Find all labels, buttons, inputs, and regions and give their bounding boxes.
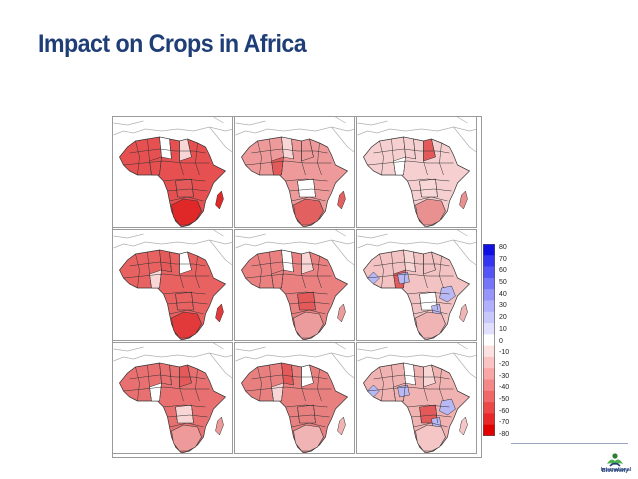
colorbar-tick-label: 50 (499, 279, 507, 287)
divider-line (511, 443, 628, 444)
colorbar-tick-label: -40 (499, 384, 510, 392)
bioversity-logo-icon: Bioversity (602, 453, 630, 474)
colorbar-segment (483, 266, 495, 279)
colorbar-segment (483, 289, 495, 301)
colorbar-tick-label: -70 (499, 419, 510, 427)
colorbar-tick-label: 0 (499, 337, 503, 345)
colorbar-segment (483, 413, 495, 426)
logo-subtitle: International (601, 467, 632, 473)
colorbar-tick-label: 40 (499, 290, 507, 298)
colorbar-tick-label: 30 (499, 302, 507, 310)
colorbar-tick-label: -80 (499, 431, 510, 438)
map-panel (112, 116, 233, 228)
colorbar-segment (483, 244, 495, 256)
colorbar (483, 244, 495, 436)
map-panel (356, 229, 477, 341)
colorbar-tick-label: -60 (499, 407, 510, 415)
map-panel (234, 229, 355, 341)
slide-title: Impact on Crops in Africa (38, 30, 307, 58)
colorbar-tick-label: 80 (499, 244, 507, 251)
colorbar-segment (483, 356, 495, 369)
colorbar-segment (483, 311, 495, 324)
colorbar-tick-label: -30 (499, 372, 510, 380)
map-panel (356, 116, 477, 228)
map-panel (234, 342, 355, 454)
colorbar-tick-label: 70 (499, 255, 507, 263)
colorbar-tick-label: 20 (499, 314, 507, 322)
colorbar-segment (483, 402, 495, 414)
colorbar-segment (483, 255, 495, 267)
map-panel (356, 342, 477, 454)
colorbar-tick-label: 10 (499, 325, 507, 333)
colorbar-tick-label: -50 (499, 395, 510, 403)
colorbar-segment (483, 368, 495, 380)
map-panel (234, 116, 355, 228)
colorbar-segment (483, 379, 495, 392)
map-panel (112, 342, 233, 454)
colorbar-segment (483, 390, 495, 403)
colorbar-segment (483, 424, 495, 436)
map-grid (112, 116, 482, 458)
colorbar-segment (483, 300, 495, 313)
colorbar-tick-label: 60 (499, 267, 507, 275)
map-panel (112, 229, 233, 341)
colorbar-segment (483, 323, 495, 335)
colorbar-tick-label: -10 (499, 349, 510, 357)
colorbar-tick-label: -20 (499, 360, 510, 368)
logo-name: Bioversity (602, 468, 630, 474)
colorbar-segment (483, 334, 495, 346)
colorbar-segment (483, 277, 495, 290)
colorbar-segment (483, 345, 495, 358)
